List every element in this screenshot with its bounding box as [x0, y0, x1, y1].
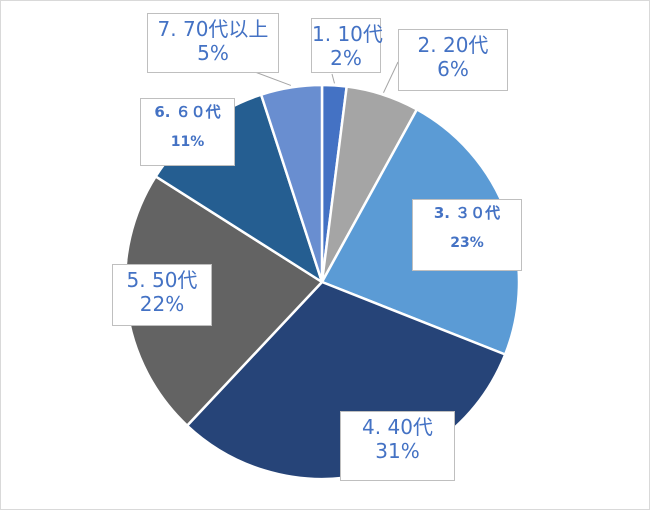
data-label-value: 11%: [170, 134, 205, 150]
data-label-10s: 1. 10代 2%: [311, 18, 383, 73]
pie-slice-70s-plus: [259, 83, 324, 284]
data-label-50s: 5. 50代 22%: [112, 264, 212, 326]
data-label-name: 4. 40代: [362, 415, 433, 439]
data-label-value: 6%: [437, 57, 469, 81]
data-label-value: 31%: [375, 439, 420, 463]
leader-line-20s: [383, 61, 399, 93]
data-label-name: 2. 20代: [417, 33, 489, 57]
data-label-value: 23%: [450, 235, 484, 251]
data-label-value: 2%: [330, 46, 362, 70]
data-label-20s: 2. 20代 6%: [398, 29, 508, 91]
data-label-value: 5%: [197, 41, 229, 65]
leader-line-10s: [331, 73, 335, 84]
data-label-name: 6. ６０代: [154, 103, 221, 121]
data-label-name: 7. 70代以上: [157, 17, 269, 41]
data-label-value: 22%: [139, 292, 185, 316]
leader-line-70s-plus: [254, 71, 292, 86]
data-label-70s-plus: 7. 70代以上 5%: [147, 13, 279, 73]
data-label-name: 5. 50代: [126, 268, 198, 292]
data-label-40s: 4. 40代 31%: [340, 411, 455, 481]
data-label-name: 1. 10代: [312, 22, 383, 46]
data-label-60s: 6. ６０代 11%: [140, 98, 235, 166]
data-label-30s: 3. ３０代 23%: [412, 199, 522, 271]
data-label-name: 3. ３０代: [433, 204, 501, 222]
